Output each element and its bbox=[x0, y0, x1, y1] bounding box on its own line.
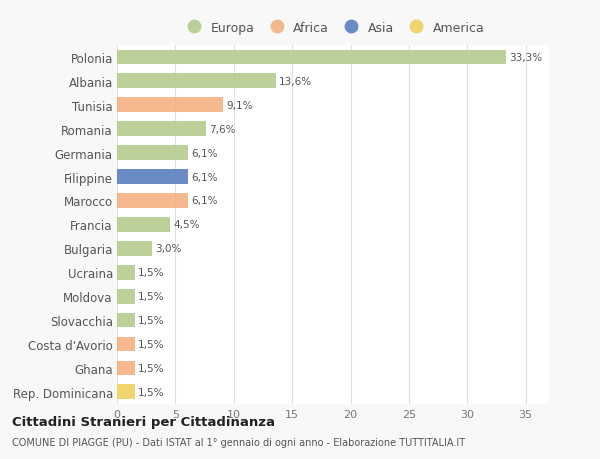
Text: 9,1%: 9,1% bbox=[227, 101, 253, 111]
Text: 1,5%: 1,5% bbox=[138, 339, 164, 349]
Bar bbox=[117, 122, 206, 137]
Bar bbox=[117, 289, 134, 304]
Bar bbox=[117, 265, 134, 280]
Text: Cittadini Stranieri per Cittadinanza: Cittadini Stranieri per Cittadinanza bbox=[12, 415, 275, 428]
Text: COMUNE DI PIAGGE (PU) - Dati ISTAT al 1° gennaio di ogni anno - Elaborazione TUT: COMUNE DI PIAGGE (PU) - Dati ISTAT al 1°… bbox=[12, 437, 465, 447]
Text: 1,5%: 1,5% bbox=[138, 363, 164, 373]
Text: 6,1%: 6,1% bbox=[192, 148, 218, 158]
Bar bbox=[117, 74, 276, 89]
Text: 7,6%: 7,6% bbox=[209, 124, 236, 134]
Text: 3,0%: 3,0% bbox=[155, 244, 182, 254]
Bar bbox=[117, 194, 188, 208]
Text: 33,3%: 33,3% bbox=[509, 53, 542, 63]
Bar bbox=[117, 50, 506, 65]
Bar bbox=[117, 361, 134, 375]
Text: 6,1%: 6,1% bbox=[192, 196, 218, 206]
Bar bbox=[117, 241, 152, 256]
Bar bbox=[117, 313, 134, 328]
Bar bbox=[117, 170, 188, 185]
Bar bbox=[117, 385, 134, 399]
Bar bbox=[117, 146, 188, 161]
Text: 4,5%: 4,5% bbox=[173, 220, 200, 230]
Text: 1,5%: 1,5% bbox=[138, 315, 164, 325]
Text: 1,5%: 1,5% bbox=[138, 387, 164, 397]
Text: 13,6%: 13,6% bbox=[279, 77, 313, 87]
Text: 6,1%: 6,1% bbox=[192, 172, 218, 182]
Bar bbox=[117, 337, 134, 352]
Bar bbox=[117, 218, 170, 232]
Text: 1,5%: 1,5% bbox=[138, 268, 164, 278]
Legend: Europa, Africa, Asia, America: Europa, Africa, Asia, America bbox=[182, 22, 484, 35]
Bar bbox=[117, 98, 223, 113]
Text: 1,5%: 1,5% bbox=[138, 291, 164, 302]
